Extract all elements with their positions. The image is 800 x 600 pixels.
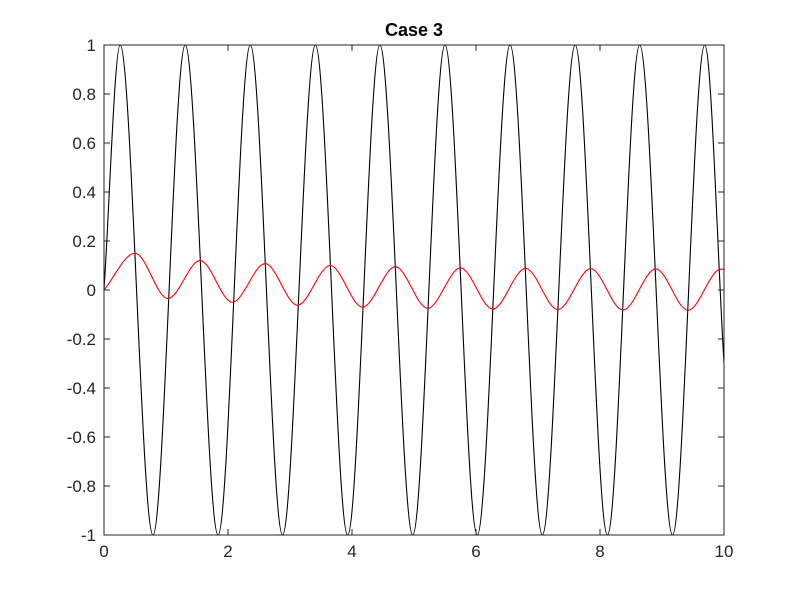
y-tick-label: 1 — [87, 36, 96, 55]
plot-area — [104, 45, 724, 535]
x-tick-label: 6 — [471, 542, 480, 561]
series-line-2 — [103, 252, 724, 311]
x-tick-label: 0 — [99, 542, 108, 561]
x-axis: 0 2 4 6 8 10 — [99, 45, 733, 561]
x-tick-label: 2 — [223, 542, 232, 561]
y-tick-label: 0.6 — [72, 134, 96, 153]
y-tick-label: -0.8 — [67, 477, 96, 496]
y-tick-label: -0.6 — [67, 428, 96, 447]
y-tick-label: 0.4 — [72, 183, 96, 202]
x-tick-label: 4 — [347, 542, 356, 561]
y-tick-label: 0 — [87, 281, 96, 300]
x-tick-label: 8 — [595, 542, 604, 561]
chart-title: Case 3 — [385, 20, 443, 40]
series-line-1 — [103, 44, 725, 536]
y-tick-label: -1 — [81, 526, 96, 545]
series-layer — [103, 44, 725, 536]
y-tick-label: 0.8 — [72, 85, 96, 104]
y-tick-label: -0.4 — [67, 379, 96, 398]
y-tick-label: -0.2 — [67, 330, 96, 349]
y-axis: -1 -0.8 -0.6 -0.4 -0.2 0 0.2 0.4 0.6 0.8 1 — [67, 36, 724, 545]
y-tick-label: 0.2 — [72, 232, 96, 251]
x-tick-label: 10 — [715, 542, 734, 561]
